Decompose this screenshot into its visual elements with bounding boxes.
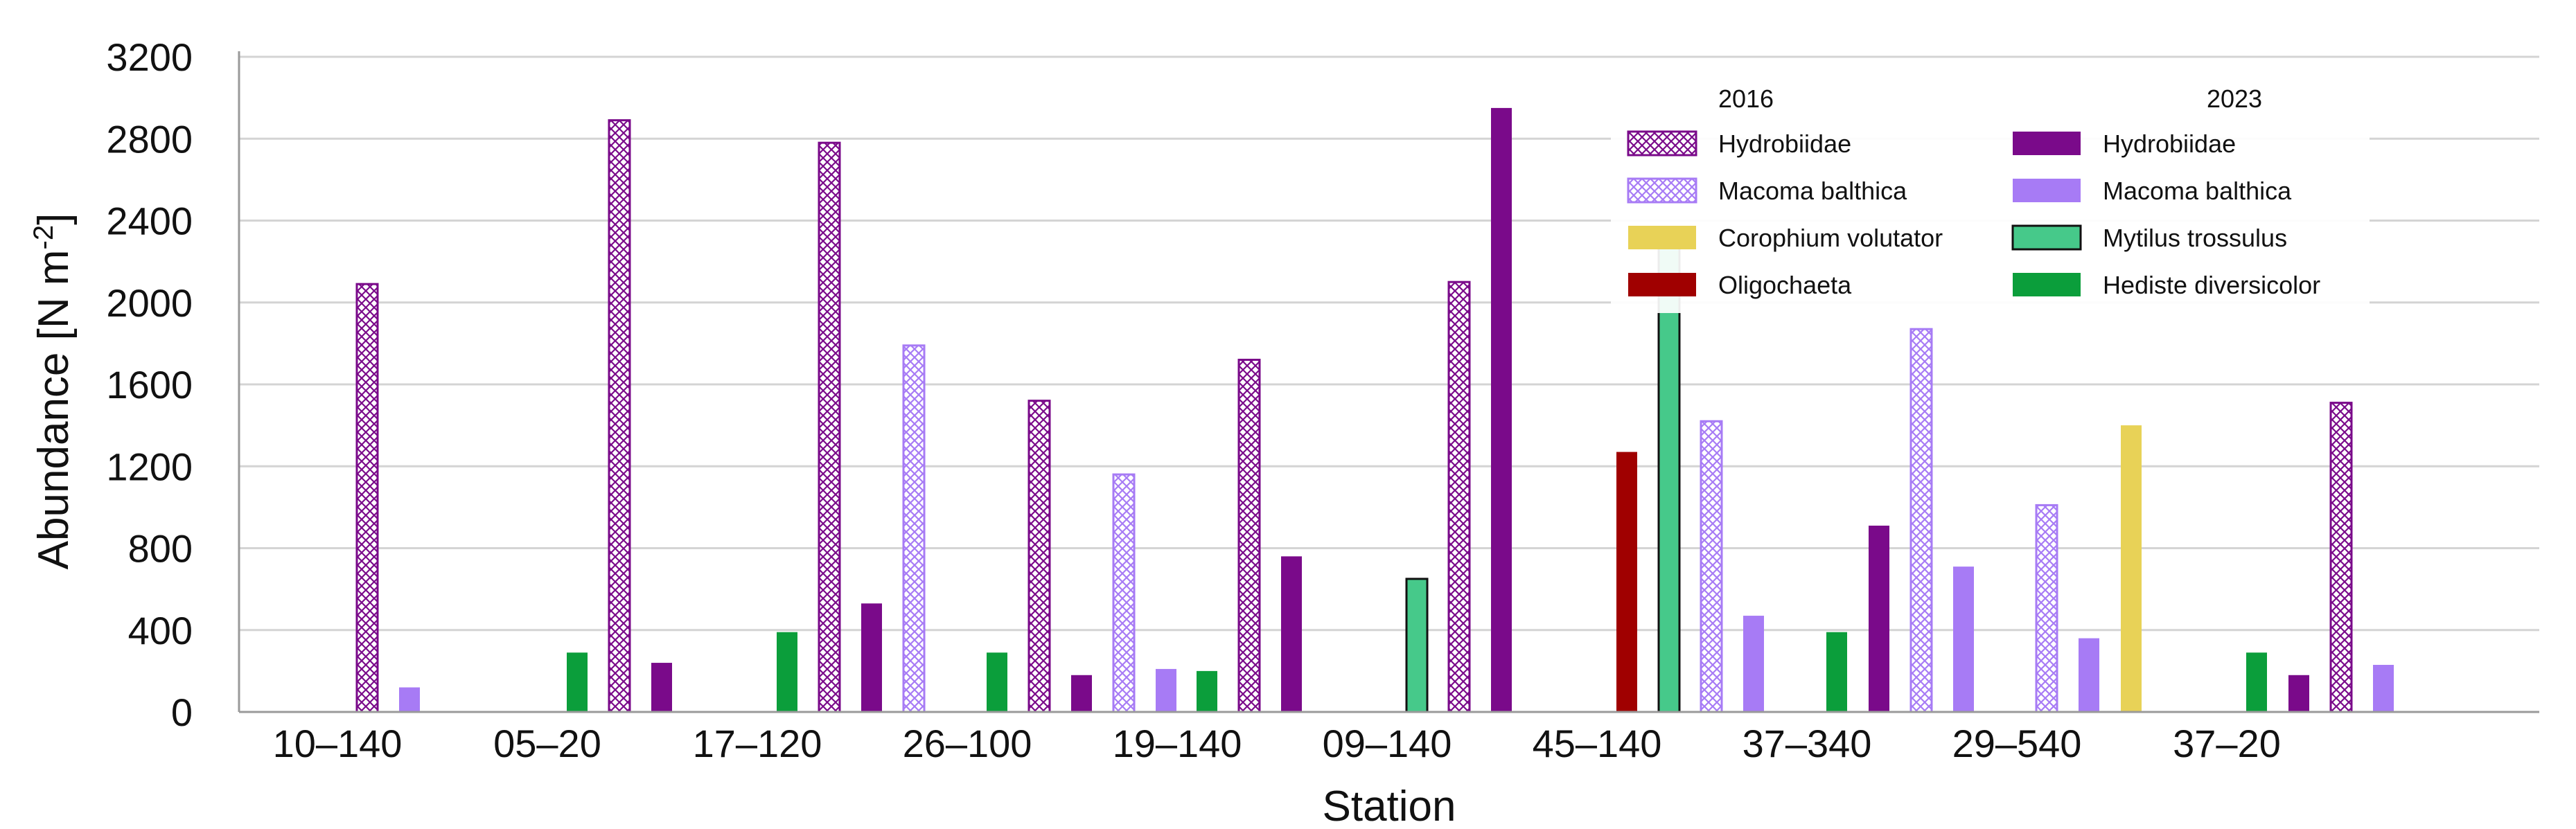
- x-tick-label: 37–340: [1743, 722, 1872, 765]
- bar-hydrobiidae-2023: [2288, 675, 2309, 712]
- bar-macoma-balthica-2023: [2373, 665, 2394, 712]
- bars: [355, 107, 2394, 713]
- bar-macoma-balthica-2016: [1909, 328, 1933, 713]
- bar-hydrobiidae-2023: [1281, 556, 1302, 712]
- bar-hydrobiidae-2016: [608, 119, 631, 713]
- legend-background: [1611, 71, 2370, 313]
- bar-mytilus-trossulus-2023: [1657, 233, 1681, 713]
- y-tick-labels: 0 400 800 1200 1600 2000 2400 2800 3200: [106, 35, 193, 734]
- x-tick-label: 19–140: [1113, 722, 1242, 765]
- legend-swatch-corophium-volutator-2016: [1628, 226, 1696, 249]
- x-axis-title: Station: [1322, 783, 1456, 829]
- bar-hydrobiidae-2016: [1237, 359, 1261, 713]
- bar-hydrobiidae-2023: [861, 603, 882, 712]
- legend-swatch-hediste-diversicolor-2023: [2013, 273, 2081, 296]
- bar-macoma-balthica-2016: [902, 344, 926, 713]
- legend-swatch-macoma-balthica-2023: [2013, 179, 2081, 202]
- bar-macoma-balthica-2023: [1743, 616, 1764, 712]
- y-tick-label: 2800: [106, 117, 193, 161]
- legend-header-2023: 2023: [2207, 84, 2262, 113]
- bar-hydrobiidae-2016: [2329, 402, 2353, 713]
- y-tick-label: 1200: [106, 445, 193, 488]
- y-tick-label: 1600: [106, 363, 193, 407]
- x-tick-label: 26–100: [903, 722, 1032, 765]
- x-tick-label: 45–140: [1533, 722, 1662, 765]
- bar-hydrobiidae-2016: [1027, 400, 1051, 713]
- x-tick-label: 10–140: [273, 722, 403, 765]
- legend-label: Corophium volutator: [1718, 224, 1943, 252]
- bar-hediste-diversicolor-2023: [567, 652, 588, 712]
- x-tick-label: 09–140: [1323, 722, 1452, 765]
- bar-macoma-balthica-2016: [2035, 503, 2058, 713]
- bar-hediste-diversicolor-2023: [777, 632, 797, 712]
- legend-swatch-macoma-balthica-2016: [1627, 177, 1697, 204]
- bar-hydrobiidae-2023: [651, 663, 672, 712]
- x-tick-label: 37–20: [2173, 722, 2281, 765]
- bar-macoma-balthica-2023: [399, 687, 420, 712]
- x-tick-labels: 10–140 05–20 17–120 26–100 19–140 09–140 45–14…: [273, 722, 2281, 765]
- bar-macoma-balthica-2016: [1700, 420, 1723, 713]
- bar-corophium-volutator-2016: [2121, 425, 2142, 712]
- bar-macoma-balthica-2016: [1112, 473, 1136, 713]
- bar-hydrobiidae-2016: [818, 141, 841, 713]
- y-tick-label: 800: [128, 527, 193, 571]
- legend-label: Mytilus trossulus: [2103, 224, 2287, 252]
- bar-hydrobiidae-2016: [355, 283, 379, 713]
- legend: 2016 2023 Hydrobiidae Macoma balthica Coro…: [1611, 71, 2370, 313]
- bar-hydrobiidae-2016: [1447, 280, 1471, 713]
- bar-macoma-balthica-2023: [1156, 668, 1176, 712]
- legend-swatch-oligochaeta-2016: [1628, 273, 1696, 296]
- legend-swatch-hydrobiidae-2023: [2013, 132, 2081, 155]
- bar-oligochaeta-2016: [1616, 452, 1637, 712]
- bar-hediste-diversicolor-2023: [987, 652, 1007, 712]
- legend-label: Oligochaeta: [1718, 271, 1852, 299]
- legend-label: Macoma balthica: [2103, 177, 2292, 205]
- bar-hediste-diversicolor-2023: [1197, 670, 1217, 712]
- bar-macoma-balthica-2023: [1953, 567, 1974, 712]
- bar-hediste-diversicolor-2023: [2246, 652, 2267, 712]
- legend-swatch-mytilus-trossulus-2023: [2011, 224, 2082, 251]
- bar-mytilus-trossulus-2023: [1405, 578, 1429, 713]
- legend-label: Hydrobiidae: [2103, 130, 2236, 158]
- x-tick-label: 17–120: [693, 722, 822, 765]
- y-axis-title-main: Abundance [N m: [30, 249, 78, 569]
- y-tick-label: 2000: [106, 281, 193, 325]
- legend-label: Hydrobiidae: [1718, 130, 1851, 158]
- y-axis-title-end: ]: [30, 213, 78, 225]
- y-tick-label: 2400: [106, 199, 193, 243]
- bar-hydrobiidae-2023: [1869, 525, 1889, 712]
- x-tick-label: 29–540: [1952, 722, 2082, 765]
- x-tick-label: 05–20: [493, 722, 601, 765]
- y-tick-label: 400: [128, 609, 193, 652]
- bar-macoma-balthica-2023: [2079, 638, 2099, 712]
- bar-hediste-diversicolor-2023: [1826, 632, 1847, 712]
- y-axis-title: Abundance [N m-2]: [28, 213, 78, 570]
- bar-hydrobiidae-2023: [1071, 675, 1092, 712]
- legend-swatch-hydrobiidae-2016: [1627, 130, 1697, 157]
- legend-label: Macoma balthica: [1718, 177, 1907, 205]
- legend-label: Hediste diversicolor: [2103, 271, 2320, 299]
- y-axis-title-superscript: -2: [28, 225, 59, 250]
- legend-header-2016: 2016: [1718, 84, 1774, 113]
- bar-hydrobiidae-2023: [1491, 107, 1512, 712]
- y-tick-label: 3200: [106, 35, 193, 79]
- y-tick-label: 0: [171, 690, 193, 734]
